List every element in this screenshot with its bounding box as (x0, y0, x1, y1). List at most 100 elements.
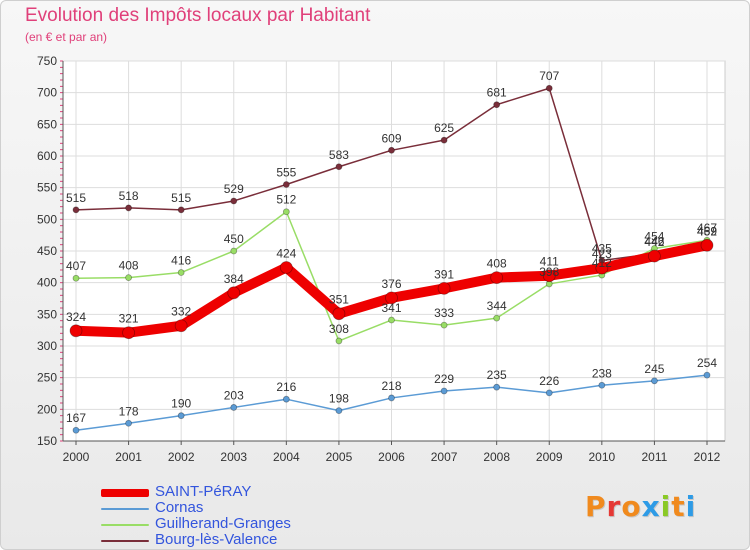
y-tick-label: 650 (37, 117, 57, 131)
y-tick-label: 300 (37, 339, 57, 353)
data-label-guilherand-granges: 344 (487, 299, 507, 313)
data-label-guilherand-granges: 450 (224, 232, 244, 246)
y-tick-label: 550 (37, 181, 57, 195)
data-label-saint-peray: 391 (434, 267, 454, 281)
data-label-guilherand-granges: 408 (119, 259, 139, 273)
data-point-cornas (177, 412, 185, 420)
data-label-cornas: 178 (119, 404, 139, 418)
data-label-cornas: 190 (171, 397, 191, 411)
data-label-cornas: 203 (224, 388, 244, 402)
data-label-bourg-les-valence: 515 (66, 191, 86, 205)
data-label-saint-peray: 408 (487, 257, 507, 271)
data-point-guilherand-granges (388, 316, 395, 324)
data-label-cornas: 218 (381, 379, 401, 393)
data-point-guilherand-granges (230, 247, 238, 255)
data-label-guilherand-granges: 416 (171, 254, 191, 268)
data-label-bourg-les-valence: 681 (487, 86, 507, 100)
x-tick-label: 2003 (220, 450, 247, 464)
data-label-bourg-les-valence: 707 (539, 69, 559, 83)
data-label-saint-peray: 332 (171, 305, 191, 319)
data-label-cornas: 245 (644, 362, 664, 376)
logo-letter: i (660, 490, 672, 523)
data-label-guilherand-granges: 412 (592, 256, 612, 270)
data-point-bourg-les-valence (335, 163, 343, 171)
data-point-cornas (72, 426, 80, 434)
data-point-cornas (493, 383, 501, 391)
data-label-cornas: 216 (276, 380, 296, 394)
data-label-bourg-les-valence: 515 (171, 191, 191, 205)
x-tick-label: 2000 (63, 450, 90, 464)
legend-swatch-guilherand-granges (101, 524, 149, 526)
data-label-guilherand-granges: 467 (697, 221, 717, 235)
data-point-cornas (440, 387, 448, 395)
data-label-saint-peray: 324 (66, 310, 86, 324)
data-point-cornas (282, 395, 290, 403)
data-label-guilherand-granges: 398 (539, 265, 559, 279)
data-label-cornas: 167 (66, 411, 86, 425)
data-point-bourg-les-valence (177, 206, 185, 214)
data-point-cornas (598, 381, 606, 389)
data-point-bourg-les-valence (125, 204, 132, 212)
data-label-saint-peray: 442 (644, 235, 664, 249)
y-tick-label: 400 (37, 276, 57, 290)
data-label-bourg-les-valence: 518 (119, 189, 139, 203)
y-tick-label: 350 (37, 307, 57, 321)
x-tick-label: 2007 (431, 450, 458, 464)
data-label-cornas: 238 (592, 366, 612, 380)
data-point-cornas (230, 404, 238, 411)
data-label-saint-peray: 351 (329, 293, 349, 307)
data-label-guilherand-granges: 341 (381, 301, 401, 315)
proxiti-logo: Proxiti (585, 490, 696, 523)
data-label-bourg-les-valence: 555 (276, 166, 296, 180)
chart-subtitle: (en € et par an) (25, 30, 108, 44)
data-label-bourg-les-valence: 625 (434, 121, 454, 135)
data-point-bourg-les-valence (388, 146, 395, 154)
data-point-saint-peray (174, 319, 188, 333)
data-label-saint-peray: 321 (119, 312, 139, 326)
data-point-saint-peray (490, 271, 504, 285)
y-tick-label: 600 (37, 149, 57, 163)
data-label-saint-peray: 376 (381, 277, 401, 291)
x-tick-label: 2011 (642, 450, 668, 464)
data-label-cornas: 198 (329, 392, 349, 406)
data-point-cornas (335, 407, 343, 415)
data-label-saint-peray: 459 (697, 224, 717, 238)
legend-label-saint-peray: SAINT-PéRAY (155, 483, 252, 500)
legend-swatch-cornas (101, 508, 149, 510)
legend-label-cornas: Cornas (155, 499, 204, 516)
data-point-saint-peray (700, 238, 714, 252)
data-point-guilherand-granges (177, 269, 185, 276)
legend-label-bourg-les-valence: Bourg-lès-Valence (155, 531, 278, 548)
legend-swatch-bourg-les-valence (101, 540, 149, 542)
data-point-bourg-les-valence (493, 101, 501, 109)
data-point-guilherand-granges (493, 314, 501, 322)
x-tick-label: 2010 (588, 450, 615, 464)
data-label-cornas: 235 (487, 368, 507, 382)
data-point-saint-peray (542, 269, 556, 283)
data-label-bourg-les-valence: 462 (697, 224, 717, 238)
data-point-bourg-les-valence (72, 206, 80, 214)
data-point-saint-peray (332, 307, 346, 321)
data-label-guilherand-granges: 454 (644, 229, 664, 243)
data-point-bourg-les-valence (230, 197, 238, 205)
logo-letter: x (641, 490, 661, 523)
data-point-saint-peray (227, 286, 241, 300)
data-point-cornas (545, 389, 553, 397)
data-point-cornas (125, 419, 132, 427)
data-point-guilherand-granges (72, 274, 80, 282)
data-point-saint-peray (69, 324, 83, 338)
chart-title: Evolution des Impôts locaux par Habitant (25, 5, 371, 26)
data-label-bourg-les-valence: 529 (224, 182, 244, 196)
data-label-bourg-les-valence: 609 (381, 131, 401, 145)
data-point-guilherand-granges (125, 274, 132, 282)
data-point-cornas (651, 377, 658, 385)
x-tick-label: 2002 (168, 450, 195, 464)
logo-letter: P (585, 490, 607, 523)
data-point-saint-peray (437, 281, 451, 295)
logo-letter: t (671, 490, 686, 523)
x-tick-label: 2001 (115, 450, 142, 464)
legend-label-guilherand-granges: Guilherand-Granges (155, 515, 291, 532)
data-label-guilherand-granges: 333 (434, 306, 454, 320)
x-tick-label: 2004 (273, 450, 300, 464)
